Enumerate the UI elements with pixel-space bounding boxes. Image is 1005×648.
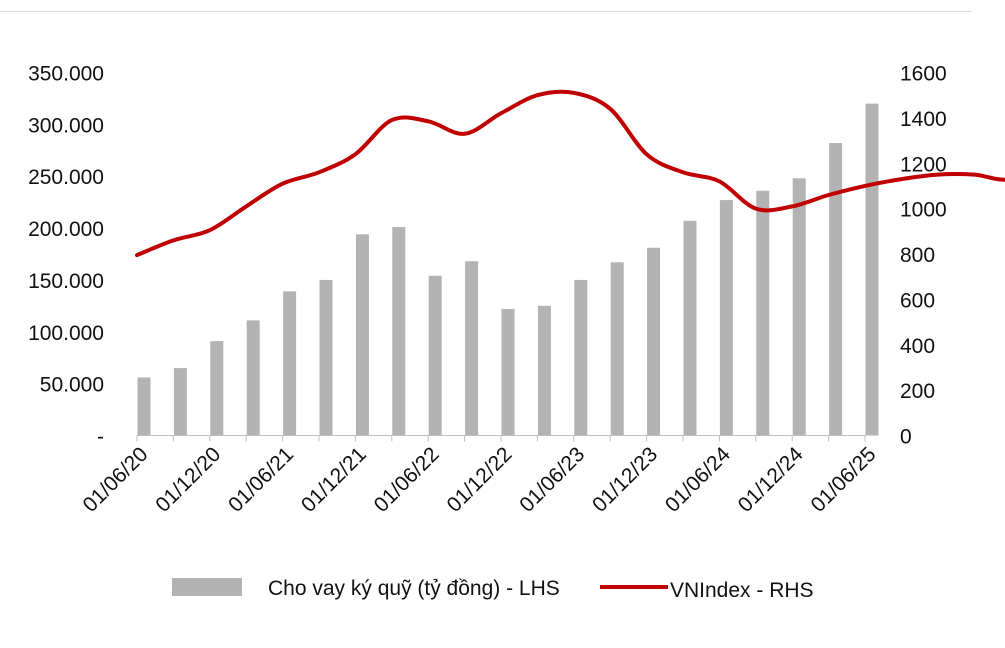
bar bbox=[501, 308, 515, 436]
vnindex-line bbox=[135, 89, 1005, 258]
bar bbox=[647, 247, 661, 436]
bar bbox=[683, 220, 697, 436]
right-tick-label: 800 bbox=[900, 244, 935, 267]
legend-line-label: VNIndex - RHS bbox=[670, 579, 814, 602]
right-tick-label: 1200 bbox=[900, 153, 947, 176]
right-tick-label: 600 bbox=[900, 289, 935, 312]
left-axis: - 50.000 100.000 150.000 200.000 250.000 300.0… bbox=[28, 63, 104, 449]
legend-bar-swatch bbox=[172, 578, 242, 596]
bar bbox=[210, 341, 224, 436]
left-tick-label: 150.000 bbox=[28, 270, 104, 293]
bar bbox=[574, 279, 588, 436]
bar bbox=[865, 103, 879, 436]
top-divider bbox=[0, 11, 972, 12]
right-tick-label: 400 bbox=[900, 335, 935, 358]
legend: Cho vay ký quỹ (tỷ đồng) - LHS VNIndex -… bbox=[172, 577, 814, 602]
line-series bbox=[135, 89, 1005, 258]
bar bbox=[392, 227, 406, 436]
right-tick-label: 1600 bbox=[900, 63, 947, 86]
bar bbox=[465, 261, 479, 436]
bar bbox=[610, 262, 624, 436]
x-tick-label: 01/06/21 bbox=[224, 443, 298, 517]
x-tick-label: 01/12/21 bbox=[297, 443, 371, 517]
x-tick-label: 01/12/24 bbox=[734, 443, 808, 517]
left-tick-label: - bbox=[97, 426, 104, 449]
left-tick-label: 200.000 bbox=[28, 218, 104, 241]
bar bbox=[829, 143, 843, 436]
legend-bar-label: Cho vay ký quỹ (tỷ đồng) - LHS bbox=[268, 577, 560, 600]
right-tick-label: 1400 bbox=[900, 108, 947, 131]
bar bbox=[428, 275, 442, 436]
left-tick-label: 50.000 bbox=[40, 374, 104, 397]
right-axis: 0 200 400 600 800 1000 1200 1400 1600 bbox=[900, 63, 947, 449]
right-tick-label: 1000 bbox=[900, 199, 947, 222]
left-tick-label: 100.000 bbox=[28, 322, 104, 345]
bar bbox=[355, 234, 369, 436]
x-tick-label: 01/12/23 bbox=[588, 443, 662, 517]
bar bbox=[137, 377, 151, 436]
bar bbox=[792, 178, 806, 436]
bar-series bbox=[137, 103, 879, 436]
x-tick-label: 01/12/22 bbox=[442, 443, 516, 517]
x-tick-label: 01/06/25 bbox=[806, 443, 880, 517]
x-tick-label: 01/06/20 bbox=[78, 443, 152, 517]
left-tick-label: 300.000 bbox=[28, 114, 104, 137]
x-tick-label: 01/06/24 bbox=[661, 443, 735, 517]
left-tick-label: 250.000 bbox=[28, 166, 104, 189]
right-tick-label: 200 bbox=[900, 380, 935, 403]
bar bbox=[173, 368, 187, 436]
bar bbox=[283, 291, 297, 436]
bar bbox=[537, 305, 551, 436]
bar bbox=[246, 320, 260, 436]
x-tick-label: 01/12/20 bbox=[151, 443, 225, 517]
x-tick-label: 01/06/23 bbox=[515, 443, 589, 517]
left-tick-label: 350.000 bbox=[28, 63, 104, 86]
right-tick-label: 0 bbox=[900, 426, 912, 449]
bar bbox=[719, 200, 733, 436]
x-axis: 01/06/2001/12/2001/06/2101/12/2101/06/22… bbox=[78, 435, 881, 517]
bar bbox=[319, 279, 333, 436]
bar bbox=[756, 190, 770, 436]
x-tick-label: 01/06/22 bbox=[370, 443, 444, 517]
